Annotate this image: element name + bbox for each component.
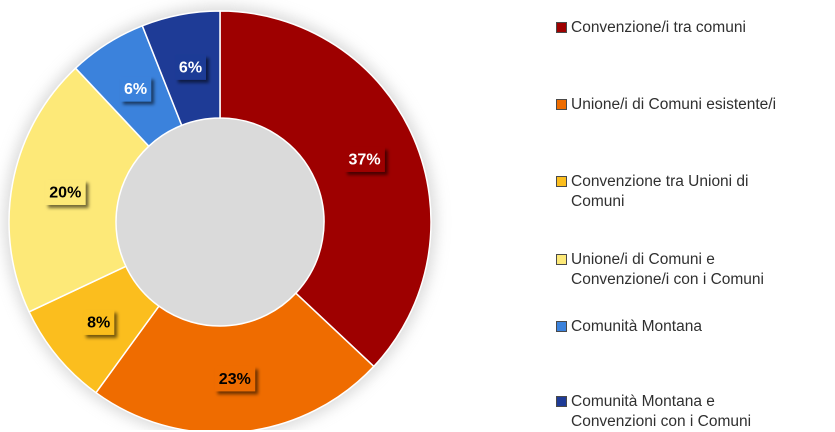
donut-slice-0 [219, 10, 432, 368]
legend-item-4: Comunità Montana [556, 317, 702, 337]
legend-swatch-1 [556, 99, 567, 110]
data-labels: 37% 23% 8% 20% 6% 6% [45, 54, 385, 392]
legend-swatch-4 [556, 321, 567, 332]
data-label-box-5 [174, 54, 206, 80]
legend-item-3: Unione/i di Comuni e Convenzione/i con i… [556, 250, 764, 290]
data-label-1: 23% [214, 366, 256, 392]
legend-swatch-0 [556, 22, 567, 33]
legend-label-0: Convenzione/i tra comuni [571, 19, 746, 36]
data-label-box-0 [344, 146, 385, 172]
legend-label-4: Comunità Montana [571, 318, 702, 335]
legend-label-3: Unione/i di Comuni e Convenzione/i con i… [571, 251, 764, 288]
data-label-5: 6% [174, 54, 206, 80]
legend-swatch-3 [556, 254, 567, 265]
legend-label-1: Unione/i di Comuni esistente/i [571, 96, 777, 113]
data-label-text-1: 23% [219, 371, 251, 388]
data-label-text-2: 8% [87, 315, 110, 332]
data-label-box-1 [214, 366, 256, 392]
chart-legend: Convenzione/i tra comuni Unione/i di Comu… [556, 0, 835, 430]
data-label-text-0: 37% [349, 152, 381, 169]
donut-slice-1 [94, 292, 375, 430]
legend-swatch-2 [556, 176, 567, 187]
data-label-box-2 [83, 309, 115, 335]
legend-item-5: Comunità Montana e Convenzioni con i Com… [556, 392, 751, 432]
data-label-text-4: 6% [124, 81, 147, 98]
legend-label-5: Comunità Montana e Convenzioni con i Com… [571, 393, 752, 430]
data-label-3: 20% [45, 179, 86, 205]
data-label-4: 6% [120, 76, 152, 102]
donut-chart: 37% 23% 8% 20% 6% 6% [4, 6, 436, 430]
data-label-box-3 [45, 179, 86, 205]
legend-label-2: Convenzione tra Unioni di Comuni [571, 173, 749, 210]
data-label-box-4 [120, 76, 152, 102]
legend-item-1: Unione/i di Comuni esistente/i [556, 95, 776, 115]
legend-swatch-5 [556, 396, 567, 407]
data-label-2: 8% [83, 309, 115, 335]
legend-item-0: Convenzione/i tra comuni [556, 18, 746, 38]
legend-item-2: Convenzione tra Unioni di Comuni [556, 172, 749, 212]
data-label-text-3: 20% [49, 185, 81, 202]
data-label-text-5: 6% [179, 60, 202, 77]
data-label-0: 37% [344, 146, 385, 172]
